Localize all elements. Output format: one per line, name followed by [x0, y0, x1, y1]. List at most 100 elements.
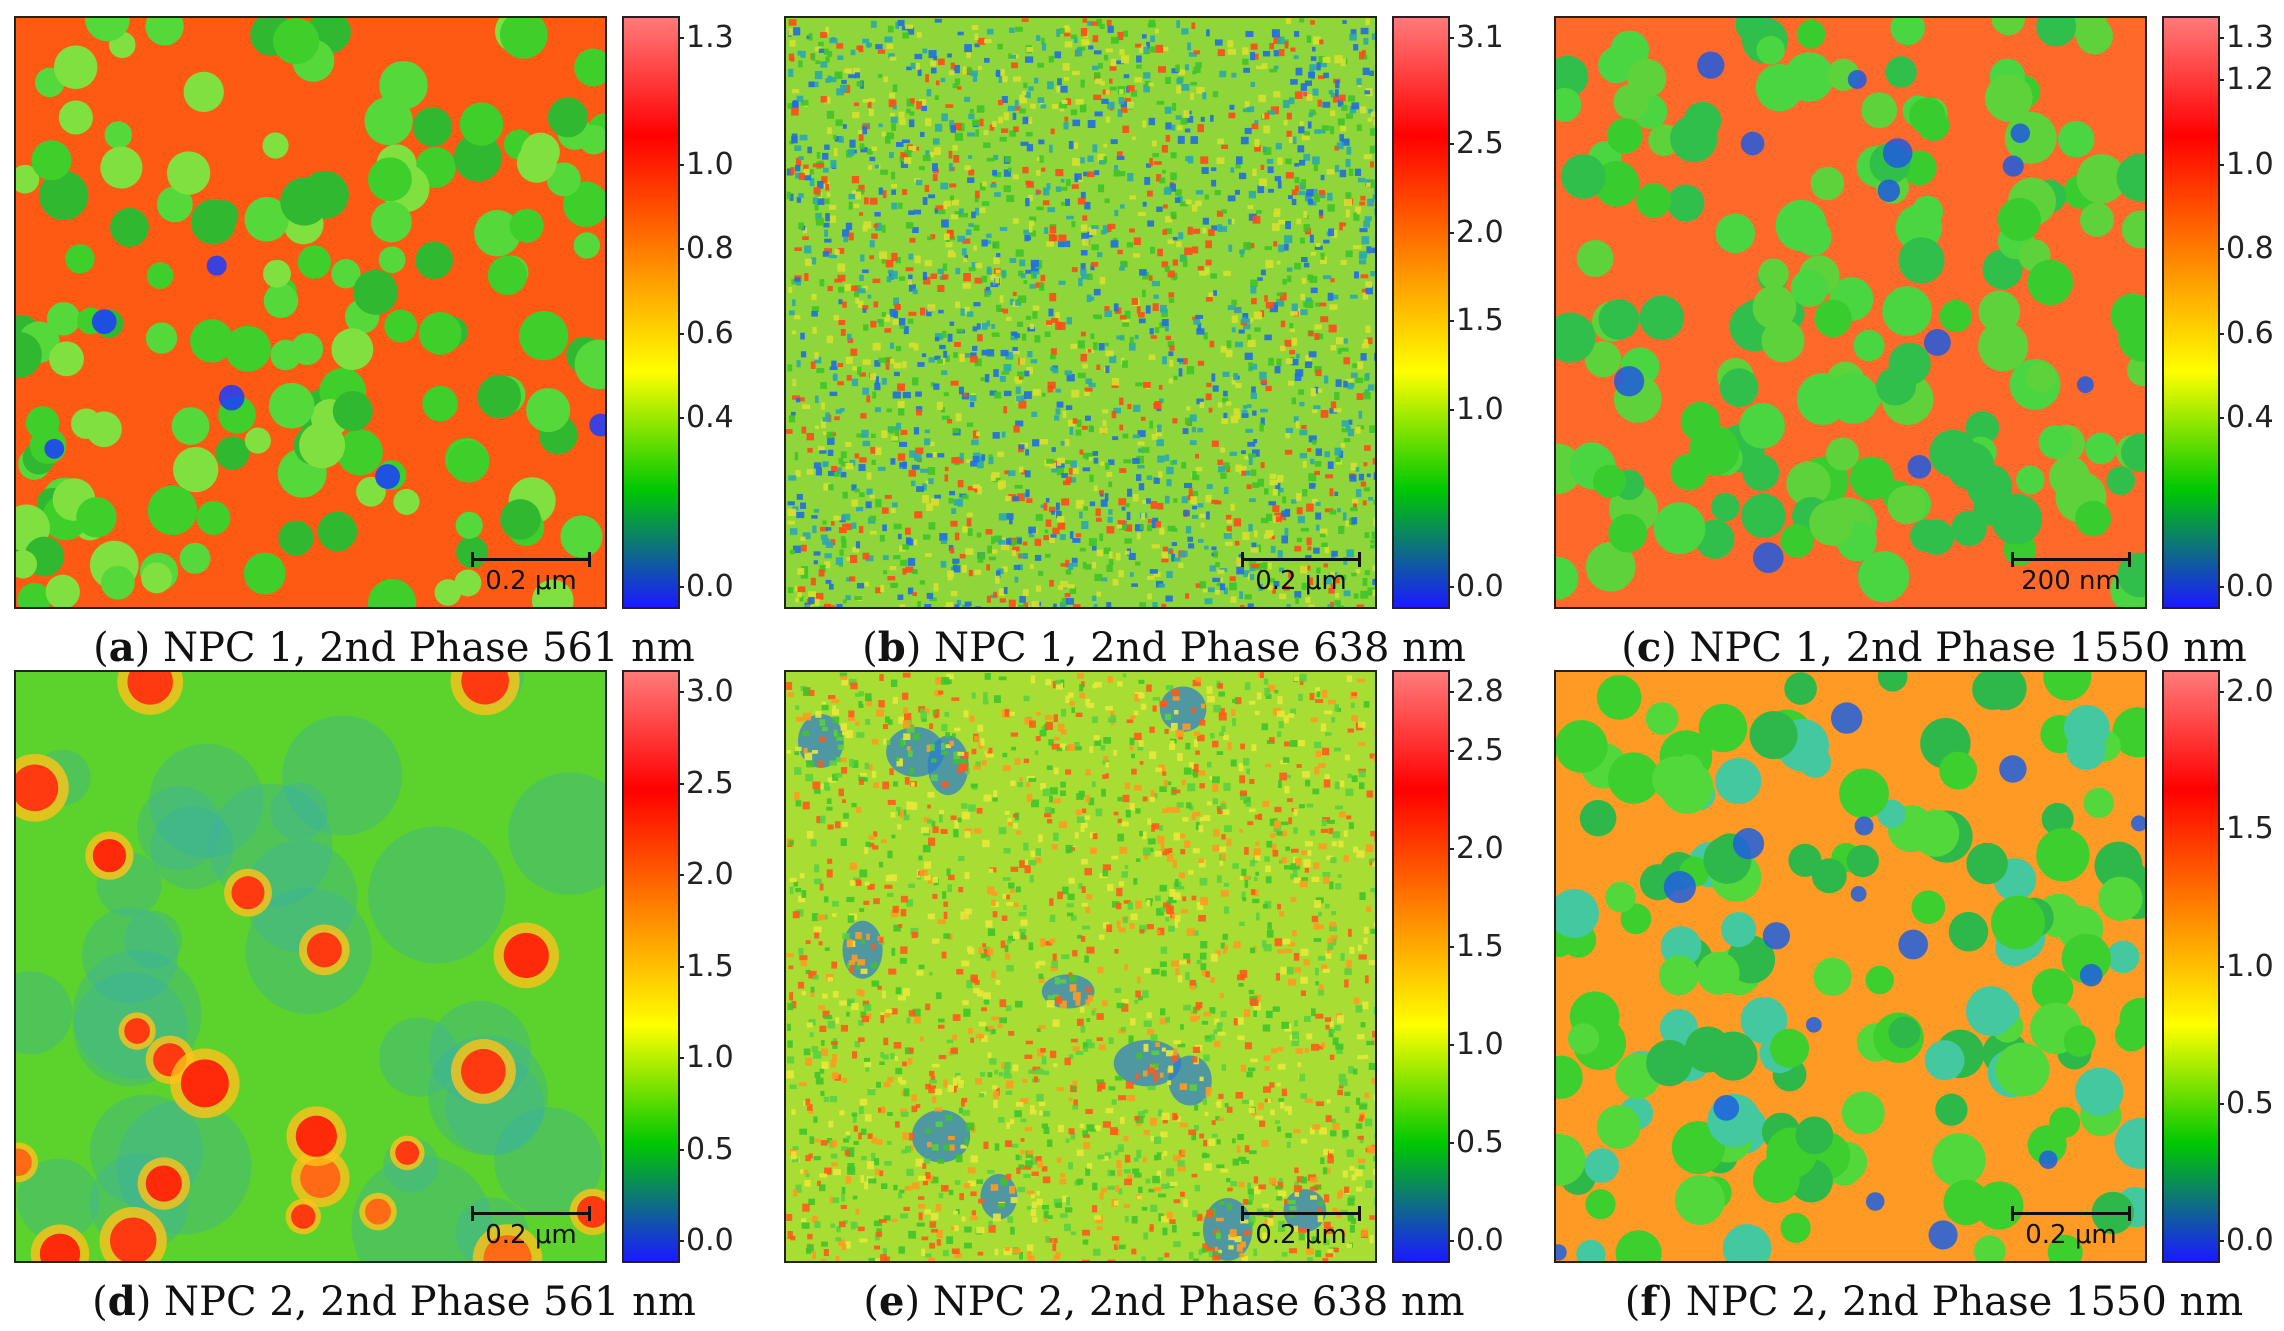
texture-mark — [1031, 851, 1036, 858]
texture-mark — [1129, 228, 1135, 232]
texture-mark — [1334, 1025, 1340, 1031]
texture-mark — [1247, 1183, 1251, 1188]
texture-mark — [1297, 507, 1303, 514]
texture-mark — [927, 89, 932, 96]
texture-mark — [1335, 89, 1339, 96]
texture-mark — [837, 55, 843, 59]
texture-mark — [1235, 307, 1242, 313]
texture-mark — [1325, 1025, 1329, 1030]
texture-mark — [1006, 1081, 1014, 1089]
texture-mark — [413, 107, 452, 146]
texture-mark — [870, 531, 877, 535]
texture-mark — [891, 123, 896, 131]
texture-mark — [821, 1242, 828, 1247]
texture-mark — [989, 1225, 996, 1233]
texture-mark — [1209, 408, 1213, 413]
texture-mark — [855, 453, 860, 458]
texture-mark — [862, 270, 869, 274]
texture-mark — [1016, 396, 1024, 402]
texture-mark — [1176, 86, 1181, 94]
texture-mark — [972, 1210, 976, 1215]
texture-mark — [1309, 483, 1315, 489]
texture-mark — [1181, 118, 1188, 125]
texture-mark — [93, 839, 126, 872]
texture-mark — [1038, 571, 1043, 576]
texture-mark — [980, 119, 984, 127]
texture-mark — [1144, 1021, 1152, 1027]
colorbar-tick-label: 0.0 — [1456, 572, 1504, 602]
texture-mark — [839, 549, 843, 555]
texture-mark — [956, 413, 962, 421]
texture-mark — [1021, 1138, 1025, 1142]
texture-mark — [1178, 136, 1185, 144]
texture-mark — [1213, 385, 1219, 391]
texture-mark — [1324, 376, 1328, 384]
texture-mark — [1073, 1081, 1078, 1087]
texture-mark — [818, 1005, 825, 1009]
phase-image — [1556, 18, 2145, 607]
texture-mark — [859, 779, 864, 785]
texture-mark — [1298, 389, 1304, 395]
texture-mark — [828, 286, 833, 291]
texture-mark — [807, 1022, 813, 1027]
texture-mark — [1372, 33, 1375, 39]
texture-mark — [1038, 834, 1043, 842]
texture-mark — [1263, 51, 1270, 57]
texture-mark — [891, 835, 895, 839]
texture-mark — [801, 1218, 806, 1222]
texture-mark — [829, 255, 837, 259]
texture-mark — [1120, 1117, 1125, 1124]
texture-mark — [977, 334, 983, 341]
texture-mark — [1010, 1119, 1014, 1124]
texture-mark — [891, 271, 898, 279]
texture-mark — [447, 440, 489, 482]
texture-mark — [1277, 475, 1283, 482]
texture-mark — [941, 561, 947, 568]
texture-mark — [1720, 368, 1759, 407]
texture-mark — [825, 787, 830, 791]
texture-mark — [1359, 771, 1366, 778]
texture-mark — [964, 872, 969, 879]
texture-mark — [888, 26, 894, 33]
texture-mark — [1096, 592, 1101, 597]
texture-mark — [1200, 402, 1205, 408]
texture-mark — [1124, 74, 1130, 78]
texture-mark — [1141, 513, 1145, 520]
texture-mark — [1316, 751, 1322, 757]
texture-mark — [1009, 258, 1016, 263]
texture-mark — [1117, 797, 1122, 801]
texture-mark — [1350, 507, 1357, 511]
texture-mark — [788, 287, 792, 293]
texture-mark — [1194, 731, 1200, 736]
texture-mark — [890, 57, 897, 61]
texture-mark — [526, 388, 570, 432]
texture-mark — [1325, 904, 1330, 909]
texture-mark — [1047, 765, 1053, 770]
texture-mark — [852, 379, 858, 386]
texture-mark — [893, 781, 898, 786]
texture-mark — [1052, 528, 1059, 534]
texture-mark — [1352, 363, 1357, 368]
texture-mark — [1013, 814, 1018, 818]
texture-mark — [1263, 1086, 1271, 1092]
panel-letter: d — [108, 1278, 136, 1325]
texture-mark — [1016, 249, 1024, 256]
texture-mark — [1206, 1210, 1214, 1218]
texture-mark — [1218, 1032, 1226, 1036]
texture-mark — [1013, 823, 1018, 829]
texture-mark — [958, 856, 964, 861]
texture-mark — [928, 838, 935, 846]
texture-mark — [1305, 868, 1309, 873]
texture-mark — [1011, 732, 1018, 736]
texture-mark — [860, 704, 864, 708]
texture-mark — [816, 218, 824, 226]
texture-mark — [1198, 361, 1204, 366]
texture-mark — [1217, 157, 1225, 164]
texture-mark — [1165, 77, 1171, 84]
texture-mark — [980, 1072, 985, 1077]
texture-mark — [1078, 373, 1086, 378]
texture-mark — [1196, 328, 1204, 334]
texture-mark — [1303, 302, 1308, 308]
texture-mark — [841, 80, 846, 84]
texture-mark — [906, 1169, 913, 1176]
